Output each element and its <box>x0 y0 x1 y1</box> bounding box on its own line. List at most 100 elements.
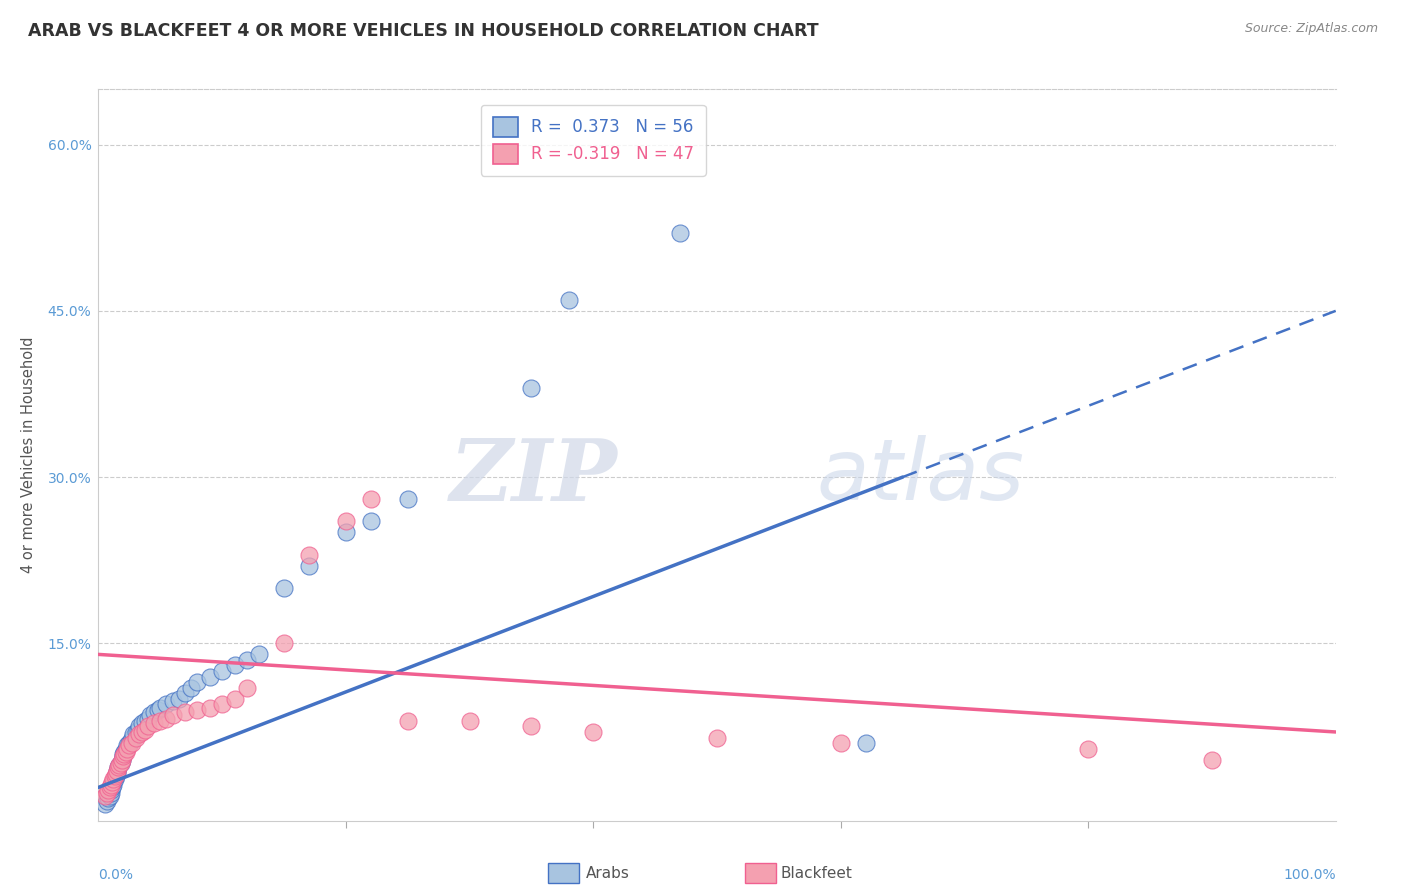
Point <box>110 756 132 770</box>
Point <box>100 778 122 792</box>
Point <box>112 747 135 761</box>
Point <box>273 636 295 650</box>
Point <box>139 708 162 723</box>
Point <box>167 691 190 706</box>
Point <box>100 786 122 800</box>
Point <box>360 515 382 529</box>
Text: atlas: atlas <box>815 435 1024 518</box>
Point <box>855 736 877 750</box>
Point <box>458 714 481 728</box>
Point <box>120 734 142 748</box>
Point <box>180 681 202 695</box>
Point <box>146 703 169 717</box>
Text: 100.0%: 100.0% <box>1284 868 1336 882</box>
Point <box>211 664 233 678</box>
Point <box>298 548 321 562</box>
Point <box>118 736 141 750</box>
Point <box>335 515 357 529</box>
Point <box>103 772 125 786</box>
Point <box>98 789 121 804</box>
Text: Source: ZipAtlas.com: Source: ZipAtlas.com <box>1244 22 1378 36</box>
Point <box>98 780 121 795</box>
Point <box>103 772 125 786</box>
Point <box>149 700 172 714</box>
Point <box>224 658 246 673</box>
Point <box>236 653 259 667</box>
Point <box>111 753 134 767</box>
Point <box>115 741 138 756</box>
Point <box>93 797 115 811</box>
Point <box>520 381 543 395</box>
Point <box>236 681 259 695</box>
Point <box>174 705 197 719</box>
Point <box>105 764 128 778</box>
Point <box>131 725 153 739</box>
Point <box>124 731 146 745</box>
Point <box>96 794 118 808</box>
Point <box>1077 741 1099 756</box>
Point <box>298 558 321 573</box>
Point <box>111 753 134 767</box>
Point <box>124 725 146 739</box>
Point <box>105 764 128 778</box>
Point <box>107 760 129 774</box>
Point <box>100 782 122 797</box>
Point <box>224 691 246 706</box>
Point <box>103 769 125 783</box>
Point <box>557 293 579 307</box>
Point <box>93 789 115 804</box>
Point <box>134 723 156 737</box>
Point <box>520 719 543 733</box>
Point <box>127 723 149 737</box>
Point <box>101 780 124 795</box>
Point <box>105 766 128 780</box>
Text: Arabs: Arabs <box>586 866 630 880</box>
Point <box>136 712 159 726</box>
Point <box>136 719 159 733</box>
Point <box>112 745 135 759</box>
Point <box>396 714 419 728</box>
Point <box>97 782 120 797</box>
Point <box>114 741 136 756</box>
Text: Blackfeet: Blackfeet <box>780 866 852 880</box>
Point <box>162 694 184 708</box>
Point <box>115 739 138 753</box>
Point <box>121 731 143 745</box>
Point <box>121 736 143 750</box>
Point <box>114 745 136 759</box>
Point <box>131 716 153 731</box>
Point <box>122 727 145 741</box>
Point <box>247 648 270 662</box>
Point <box>582 725 605 739</box>
Point <box>162 708 184 723</box>
Point <box>101 775 124 789</box>
Point <box>128 719 150 733</box>
Point <box>1201 753 1223 767</box>
Text: 0.0%: 0.0% <box>98 868 134 882</box>
Point <box>273 581 295 595</box>
Point <box>134 714 156 728</box>
Point <box>335 525 357 540</box>
Point <box>186 703 208 717</box>
Point <box>155 712 177 726</box>
Point <box>110 756 132 770</box>
Point <box>107 760 129 774</box>
Point <box>186 675 208 690</box>
Point <box>706 731 728 745</box>
Point <box>155 698 177 712</box>
Point <box>112 747 135 761</box>
Point <box>104 767 127 781</box>
Point <box>112 749 135 764</box>
Point <box>669 227 692 241</box>
Point <box>96 786 118 800</box>
Text: ARAB VS BLACKFEET 4 OR MORE VEHICLES IN HOUSEHOLD CORRELATION CHART: ARAB VS BLACKFEET 4 OR MORE VEHICLES IN … <box>28 22 818 40</box>
Point <box>108 758 131 772</box>
Point <box>830 736 852 750</box>
Point <box>360 492 382 507</box>
Point <box>108 758 131 772</box>
Text: ZIP: ZIP <box>450 435 619 518</box>
Point <box>396 492 419 507</box>
Point <box>174 686 197 700</box>
Point <box>103 775 125 789</box>
Point <box>198 700 221 714</box>
